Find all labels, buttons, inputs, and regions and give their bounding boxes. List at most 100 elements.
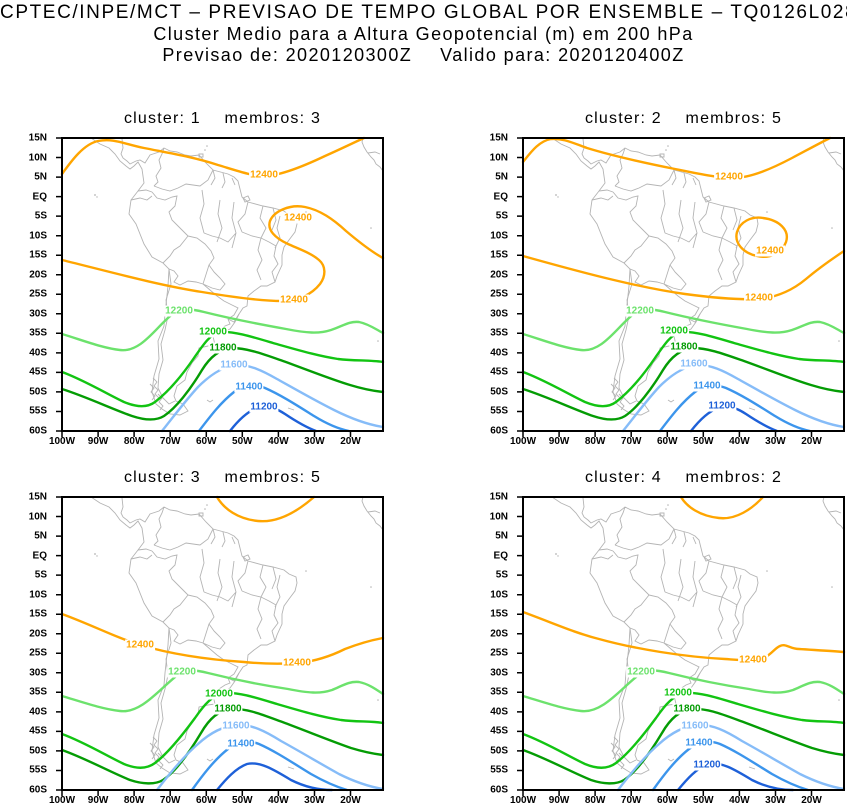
lat-tick-label: 5S — [495, 569, 508, 581]
contour-12400-north — [521, 136, 832, 180]
membros-label: membros: — [685, 110, 767, 127]
membros-label: membros: — [224, 469, 306, 486]
contour-label-11200: 11200 — [692, 759, 722, 771]
panel-cluster-1: cluster: 1 membros: 3 15N 10N 5N EQ 5S 10S 15S… — [29, 110, 385, 447]
membros-label: membros: — [224, 110, 306, 127]
lat-tick-label: 50S — [29, 745, 47, 757]
lon-tick-label: 60W — [195, 436, 217, 447]
lat-axis: 15N 10N 5N EQ 5S 10S 15S 20S 25S 30S 35S 40S 45S 50S 5… — [16, 492, 56, 796]
contour-label-12400: 12400 — [283, 212, 313, 224]
lon-tick-label: 20W — [801, 795, 822, 806]
lon-tick-label: 70W — [620, 436, 642, 447]
lon-tick-label: 30W — [304, 436, 325, 447]
lat-tick-label: 15S — [490, 608, 508, 620]
contour-12400-south — [60, 205, 385, 303]
contour-12400-south — [521, 249, 846, 301]
lon-tick-label: 100W — [48, 795, 76, 806]
panel-title: cluster: 3 membros: 5 — [62, 469, 383, 487]
lat-tick-label: EQ — [493, 550, 508, 562]
lat-tick-label: 20S — [490, 628, 508, 640]
lat-tick-label: 45S — [490, 366, 508, 378]
lat-tick-label: 15N — [489, 491, 508, 503]
lat-tick-label: 60S — [29, 784, 47, 796]
lon-tick-label: 50W — [232, 795, 253, 806]
lat-tick-label: 10N — [28, 152, 47, 164]
panel-title: cluster: 2 membros: 5 — [523, 110, 844, 128]
lat-tick-label: 55S — [29, 405, 47, 417]
lat-tick-label: 45S — [490, 725, 508, 737]
panel-title: cluster: 1 membros: 3 — [62, 110, 383, 128]
lon-tick-label: 80W — [123, 436, 145, 447]
lat-tick-label: 15N — [28, 132, 47, 144]
lat-tick-label: 40S — [490, 347, 508, 359]
lat-tick-label: 10S — [29, 230, 47, 242]
lat-tick-label: 20S — [29, 628, 47, 640]
lon-tick-label: 80W — [584, 436, 606, 447]
membros-label: membros: — [685, 469, 767, 486]
contour-label-12000: 12000 — [663, 687, 693, 699]
contour-label-11400: 11400 — [234, 381, 264, 393]
lat-tick-label: 40S — [490, 706, 508, 718]
lon-tick-label: 100W — [48, 436, 76, 447]
cluster-label: cluster: — [123, 110, 186, 127]
lat-tick-label: 25S — [490, 288, 508, 300]
lon-tick-label: 40W — [729, 795, 750, 806]
map-plot: 15N 10N 5N EQ 5S 10S 15S 20S 25S 30S 35S 40S 45S 50S 5… — [29, 492, 385, 806]
lat-tick-label: 40S — [29, 347, 47, 359]
lat-tick-label: 10N — [489, 152, 508, 164]
lon-axis: 100W 90W 80W 70W 60W 50W 40W 30W 20W — [49, 792, 383, 807]
lon-tick-label: 20W — [340, 436, 361, 447]
contour-12400-south — [521, 610, 846, 662]
lon-tick-label: 90W — [87, 436, 109, 447]
contour-12400-south — [60, 612, 385, 665]
lat-tick-label: 50S — [490, 745, 508, 757]
lon-tick-label: 90W — [87, 795, 109, 806]
panel-cluster-4: cluster: 4 membros: 2 15N 10N 5N EQ 5S 10S 15S… — [490, 469, 846, 806]
lon-tick-label: 40W — [729, 436, 750, 447]
cluster-label: cluster: — [584, 469, 647, 486]
lat-axis: 15N 10N 5N EQ 5S 10S 15S 20S 25S 30S 35S 40S 45S 50S 5… — [16, 133, 56, 437]
contour-label-12200: 12200 — [164, 305, 194, 317]
panel-cluster-2: cluster: 2 membros: 5 15N 10N 5N EQ 5S 10S 15S… — [490, 110, 846, 447]
lon-tick-label: 50W — [232, 436, 253, 447]
lon-tick-label: 100W — [509, 436, 537, 447]
lat-tick-label: 10N — [489, 511, 508, 523]
lat-tick-label: 5N — [34, 171, 47, 183]
lon-tick-label: 60W — [656, 436, 678, 447]
lat-tick-label: 40S — [29, 706, 47, 718]
lon-tick-label: 30W — [304, 795, 325, 806]
lat-tick-label: 55S — [29, 764, 47, 776]
contour-label-11800: 11800 — [669, 341, 699, 353]
lat-tick-label: 10S — [490, 230, 508, 242]
contour-label-12200: 12200 — [626, 666, 656, 678]
map-plot: 15N 10N 5N EQ 5S 10S 15S 20S 25S 30S 35S 40S 45S 50S 5… — [490, 492, 846, 806]
contour-label-12400: 12400 — [744, 292, 774, 304]
lat-tick-label: 35S — [29, 686, 47, 698]
lat-axis: 15N 10N 5N EQ 5S 10S 15S 20S 25S 30S 35S 40S 45S 50S 5… — [477, 492, 517, 796]
map-plot: 15N 10N 5N EQ 5S 10S 15S 20S 25S 30S 35S 40S 45S 50S 5… — [490, 133, 846, 447]
panel-title: cluster: 4 membros: 2 — [523, 469, 844, 487]
lat-tick-label: 5N — [34, 530, 47, 542]
membros-value: 2 — [771, 469, 783, 486]
lat-tick-label: 35S — [29, 327, 47, 339]
cluster-value: 4 — [651, 469, 662, 486]
lat-tick-label: 35S — [490, 686, 508, 698]
cluster-label: cluster: — [584, 110, 647, 127]
lon-tick-label: 90W — [548, 436, 570, 447]
lon-tick-label: 70W — [159, 795, 181, 806]
contour-label-12400: 12400 — [279, 294, 309, 306]
lat-tick-label: 25S — [29, 288, 47, 300]
lon-tick-label: 20W — [801, 436, 822, 447]
lat-tick-label: 50S — [29, 386, 47, 398]
lat-tick-label: 5S — [34, 569, 47, 581]
contour-label-11200: 11200 — [707, 400, 737, 412]
cluster-label: cluster: — [123, 469, 186, 486]
lat-tick-label: 15N — [28, 491, 47, 503]
lat-tick-label: 30S — [29, 667, 47, 679]
contour-label-11800: 11800 — [208, 342, 238, 354]
lat-tick-label: 15N — [489, 132, 508, 144]
lat-axis: 15N 10N 5N EQ 5S 10S 15S 20S 25S 30S 35S 40S 45S 50S 5… — [477, 133, 517, 437]
contour-label-12400: 12400 — [249, 169, 279, 181]
contour-label-11600: 11600 — [219, 359, 249, 371]
membros-value: 5 — [771, 110, 783, 127]
